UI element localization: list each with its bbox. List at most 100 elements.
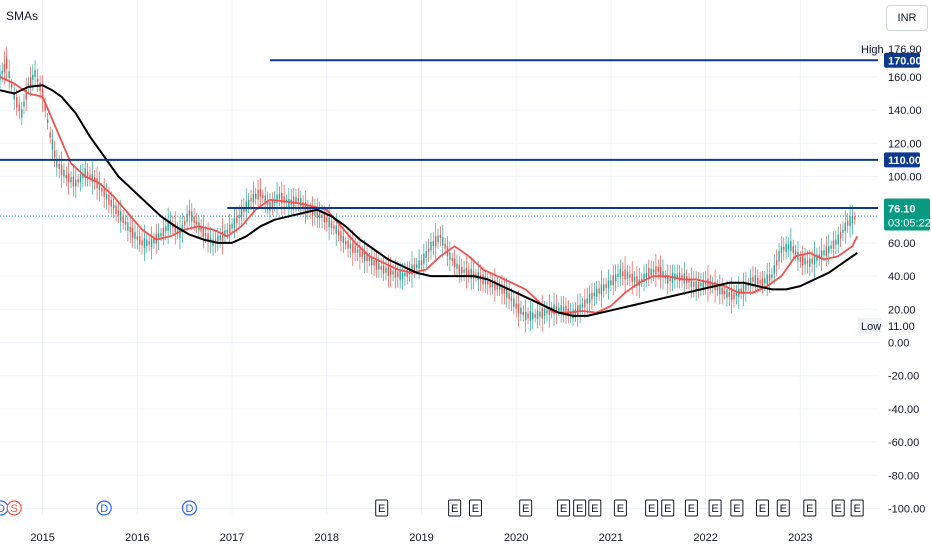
price-candle-body <box>659 266 662 277</box>
price-candle-body <box>340 231 342 242</box>
indicator-title[interactable]: SMAs <box>6 9 39 23</box>
price-candle-body <box>333 225 335 229</box>
price-candle-body <box>115 205 117 214</box>
price-candle-body <box>56 159 58 168</box>
price-candle-body <box>193 216 195 223</box>
price-candle-body <box>349 243 352 249</box>
price-candle-body <box>58 164 60 170</box>
earnings-event-marker[interactable] <box>519 499 533 517</box>
price-candle-body <box>181 224 184 232</box>
price-candle-body <box>231 223 233 229</box>
price-candle-body <box>288 198 290 208</box>
price-candle-body <box>94 177 96 183</box>
price-candle-body <box>633 276 636 282</box>
earnings-event-marker[interactable] <box>803 499 817 517</box>
earnings-event-marker[interactable] <box>375 499 389 517</box>
price-candle-body <box>420 260 423 266</box>
price-candle-body <box>496 282 498 290</box>
split-event-marker[interactable] <box>6 500 22 516</box>
price-candle-body <box>141 240 143 246</box>
price-candle-body <box>482 274 484 285</box>
price-candle-body <box>273 199 276 204</box>
price-candle-body <box>444 243 446 249</box>
price-candle-body <box>281 193 283 204</box>
event-label: E <box>576 503 583 515</box>
price-candle-body <box>709 281 712 288</box>
price-candle-body <box>143 237 146 248</box>
price-candle-body <box>418 260 420 269</box>
earnings-event-marker[interactable] <box>684 499 698 517</box>
price-candle-body <box>27 83 30 87</box>
price-candle-body <box>16 97 18 108</box>
price-candle-body <box>5 58 8 69</box>
price-candle-body <box>23 101 25 107</box>
y-tick-label: 100.00 <box>888 172 922 184</box>
price-candle-body <box>754 275 757 286</box>
price-candle-body <box>830 245 832 249</box>
earnings-event-marker[interactable] <box>645 499 659 517</box>
price-candle-body <box>771 274 773 278</box>
earnings-event-marker[interactable] <box>831 499 845 517</box>
price-candle-body <box>723 291 726 295</box>
earnings-event-marker[interactable] <box>708 499 722 517</box>
event-label: E <box>664 503 671 515</box>
price-candle-body <box>32 74 34 80</box>
y-tick-label: 60.00 <box>888 238 916 250</box>
sma-fast-line[interactable] <box>0 76 859 314</box>
earnings-event-marker[interactable] <box>468 499 482 517</box>
price-candle-body <box>160 232 162 237</box>
price-candle-body <box>792 246 794 253</box>
earnings-event-marker[interactable] <box>730 499 744 517</box>
earnings-event-marker[interactable] <box>613 499 627 517</box>
price-candle-body <box>212 239 214 247</box>
currency-selector[interactable]: INR <box>886 5 928 31</box>
price-candle-body <box>844 222 847 232</box>
price-candle-body <box>257 189 259 200</box>
price-candle-body <box>191 211 193 222</box>
price-candle-body <box>775 260 778 266</box>
price-candle-body <box>740 288 742 294</box>
earnings-event-marker[interactable] <box>557 499 571 517</box>
dividend-event-marker[interactable] <box>96 500 112 516</box>
price-candle-body <box>129 227 131 233</box>
price-candle-body <box>501 285 503 294</box>
price-candle-body <box>157 233 160 240</box>
event-label: E <box>648 503 655 515</box>
price-candle-body <box>380 266 382 270</box>
earnings-event-marker[interactable] <box>588 499 602 517</box>
price-candle-body <box>799 257 802 262</box>
price-candle-body <box>105 193 108 199</box>
earnings-event-marker[interactable] <box>776 499 790 517</box>
price-candle-body <box>619 268 622 277</box>
price-candle-body <box>49 132 51 138</box>
price-candle-body <box>560 305 562 314</box>
earnings-event-marker[interactable] <box>448 499 462 517</box>
price-candle-body <box>326 217 328 223</box>
price-candle-body <box>813 254 816 265</box>
earnings-event-marker[interactable] <box>573 499 587 517</box>
price-candle-body <box>508 292 510 300</box>
price-candle-body <box>695 281 697 292</box>
price-candle-body <box>650 268 652 276</box>
earnings-event-marker[interactable] <box>755 499 769 517</box>
price-candle-body <box>669 276 671 282</box>
price-candle-body <box>437 235 439 243</box>
price-candle-body <box>200 226 202 232</box>
price-candle-body <box>773 265 775 274</box>
price-candle-body <box>690 278 693 287</box>
sma-slow-line[interactable] <box>0 84 858 317</box>
price-candle-body <box>468 270 470 276</box>
level-price-tag-box <box>884 152 920 168</box>
price-candle-body <box>46 119 49 123</box>
price-candle-body <box>553 304 555 315</box>
earnings-event-marker[interactable] <box>850 499 864 517</box>
price-candle-body <box>271 200 274 208</box>
earnings-event-marker[interactable] <box>661 499 675 517</box>
price-candle-body <box>752 276 754 282</box>
price-candle-body <box>636 276 638 287</box>
price-candle-body <box>53 150 56 158</box>
price-candle-body <box>243 207 245 213</box>
dividend-event-marker[interactable] <box>181 500 198 516</box>
price-candle-body <box>681 275 683 281</box>
